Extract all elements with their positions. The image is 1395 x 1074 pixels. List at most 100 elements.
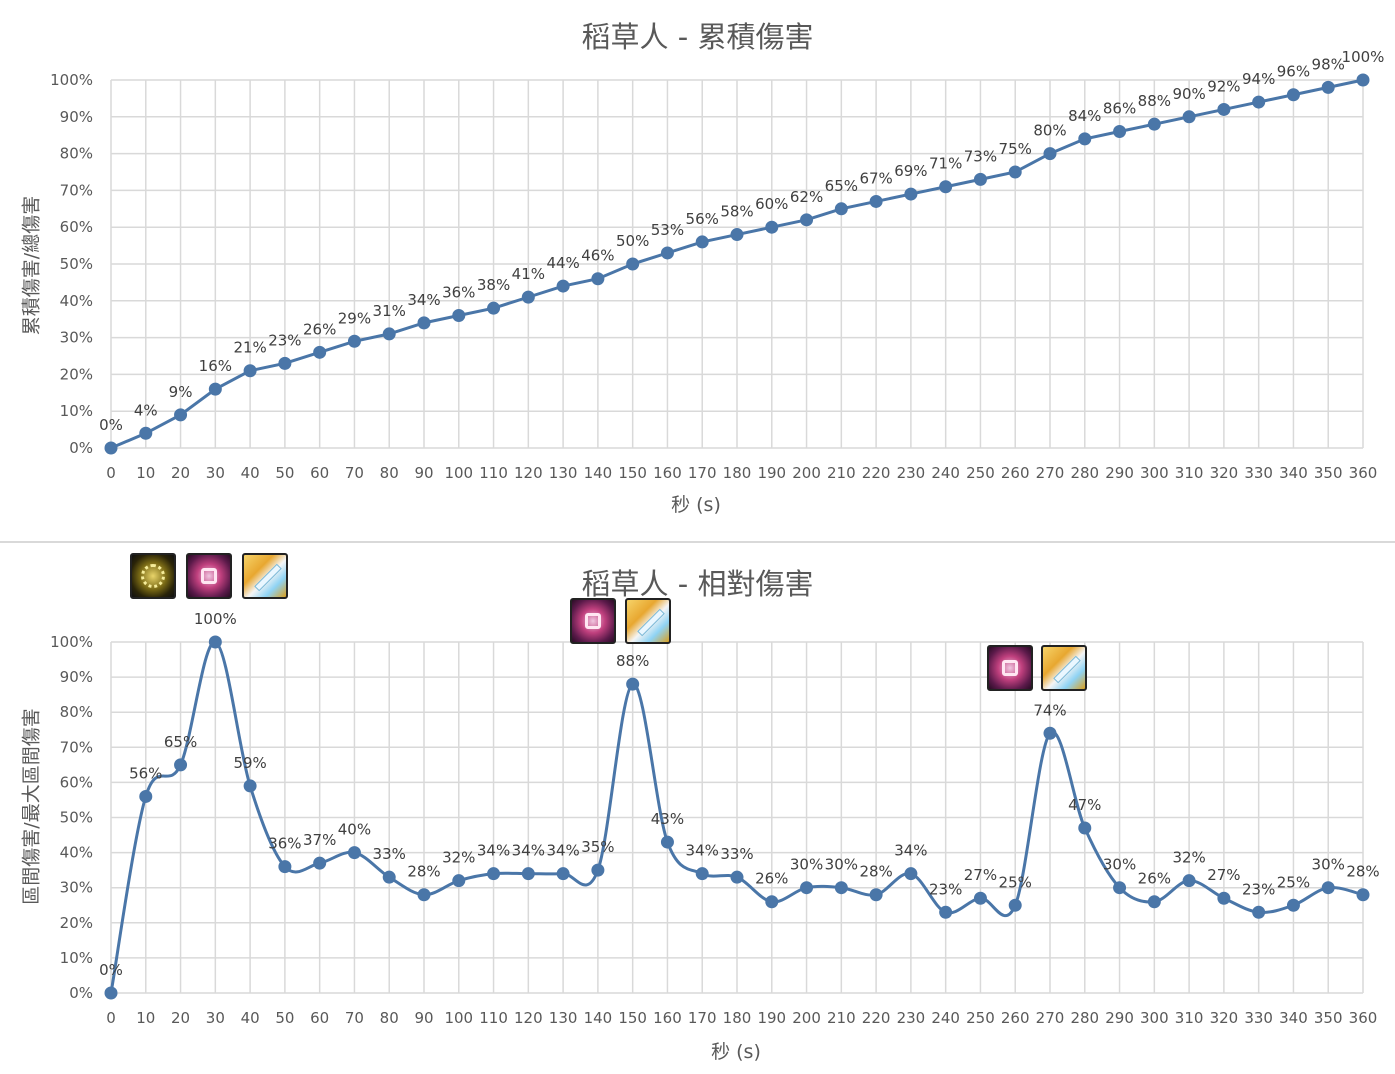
data-point bbox=[174, 408, 188, 422]
x-tick-label: 210 bbox=[827, 464, 856, 482]
data-label: 43% bbox=[651, 810, 684, 828]
data-label: 53% bbox=[651, 221, 684, 239]
y-tick-label: 40% bbox=[60, 292, 93, 310]
x-tick-label: 360 bbox=[1349, 1009, 1378, 1027]
x-tick-label: 350 bbox=[1314, 1009, 1343, 1027]
data-label: 74% bbox=[1033, 701, 1066, 719]
data-label: 25% bbox=[999, 873, 1032, 891]
data-label: 36% bbox=[442, 284, 475, 302]
x-tick-label: 120 bbox=[514, 464, 543, 482]
data-point bbox=[1252, 95, 1266, 109]
pink-skill-icon bbox=[186, 553, 232, 599]
x-tick-label: 330 bbox=[1244, 464, 1273, 482]
data-label: 44% bbox=[546, 254, 579, 272]
data-label: 94% bbox=[1242, 70, 1275, 88]
y-tick-label: 0% bbox=[69, 984, 93, 1002]
x-tick-label: 240 bbox=[931, 464, 960, 482]
data-label: 25% bbox=[1277, 873, 1310, 891]
data-label: 30% bbox=[1312, 856, 1345, 874]
data-label: 41% bbox=[512, 265, 545, 283]
data-point bbox=[1182, 110, 1196, 124]
x-tick-label: 130 bbox=[549, 1009, 578, 1027]
data-point bbox=[904, 867, 918, 881]
chart-title: 稻草人 - 累積傷害 bbox=[581, 20, 814, 54]
data-point bbox=[347, 334, 361, 348]
data-label: 56% bbox=[129, 764, 162, 782]
y-tick-label: 20% bbox=[60, 914, 93, 932]
y-tick-label: 0% bbox=[69, 439, 93, 457]
data-point bbox=[1078, 821, 1092, 835]
data-label: 23% bbox=[1242, 880, 1275, 898]
data-label: 34% bbox=[686, 842, 719, 860]
data-point bbox=[452, 874, 466, 888]
data-point bbox=[1217, 102, 1231, 116]
y-tick-label: 80% bbox=[60, 703, 93, 721]
data-label: 34% bbox=[894, 842, 927, 860]
x-tick-label: 140 bbox=[584, 464, 613, 482]
y-tick-label: 30% bbox=[60, 329, 93, 347]
data-label: 73% bbox=[964, 147, 997, 165]
data-label: 34% bbox=[407, 291, 440, 309]
x-tick-label: 10 bbox=[136, 1009, 155, 1027]
y-tick-label: 70% bbox=[60, 181, 93, 199]
data-point bbox=[208, 382, 222, 396]
y-tick-label: 60% bbox=[60, 218, 93, 236]
data-label: 33% bbox=[373, 845, 406, 863]
pink-skill-icon bbox=[987, 645, 1033, 691]
data-label: 46% bbox=[581, 247, 614, 265]
x-tick-label: 230 bbox=[897, 1009, 926, 1027]
data-point bbox=[417, 316, 431, 330]
data-point bbox=[1252, 905, 1266, 919]
data-label: 69% bbox=[894, 162, 927, 180]
x-tick-label: 10 bbox=[136, 464, 155, 482]
data-label: 30% bbox=[1103, 856, 1136, 874]
data-point bbox=[556, 867, 570, 881]
data-label: 96% bbox=[1277, 63, 1310, 81]
y-tick-label: 80% bbox=[60, 145, 93, 163]
y-tick-label: 90% bbox=[60, 668, 93, 686]
data-point bbox=[1043, 147, 1057, 161]
x-tick-label: 300 bbox=[1140, 464, 1169, 482]
x-tick-label: 50 bbox=[275, 1009, 294, 1027]
data-point bbox=[139, 426, 153, 440]
x-tick-label: 310 bbox=[1175, 464, 1204, 482]
x-tick-label: 60 bbox=[310, 1009, 329, 1027]
sword-skill-icon bbox=[242, 553, 288, 599]
data-point bbox=[1078, 132, 1092, 146]
x-tick-label: 140 bbox=[584, 1009, 613, 1027]
data-point bbox=[800, 213, 814, 227]
data-label: 65% bbox=[164, 733, 197, 751]
data-label: 27% bbox=[964, 866, 997, 884]
data-label: 34% bbox=[512, 842, 545, 860]
x-tick-label: 180 bbox=[723, 464, 752, 482]
data-point bbox=[1147, 117, 1161, 131]
x-tick-label: 0 bbox=[106, 1009, 116, 1027]
data-label: 16% bbox=[199, 357, 232, 375]
y-tick-label: 50% bbox=[60, 809, 93, 827]
data-label: 29% bbox=[338, 309, 371, 327]
x-tick-label: 100 bbox=[444, 464, 473, 482]
data-label: 65% bbox=[825, 177, 858, 195]
data-label: 21% bbox=[233, 339, 266, 357]
x-tick-label: 150 bbox=[618, 1009, 647, 1027]
data-label: 26% bbox=[1138, 870, 1171, 888]
data-label: 100% bbox=[1342, 48, 1385, 66]
data-label: 26% bbox=[303, 320, 336, 338]
data-label: 0% bbox=[99, 961, 123, 979]
relative-plot-area: 0% 10% 20% 30% 40% 50% 60% 70% 80% 90% 100% 0 10 20 30… bbox=[50, 610, 1380, 1027]
y-tick-label: 70% bbox=[60, 738, 93, 756]
data-point bbox=[487, 867, 501, 881]
x-tick-label: 350 bbox=[1314, 464, 1343, 482]
x-tick-label: 280 bbox=[1070, 464, 1099, 482]
data-point bbox=[834, 881, 848, 895]
data-label: 86% bbox=[1103, 100, 1136, 118]
gold-skill-icon bbox=[130, 553, 176, 599]
data-point bbox=[765, 220, 779, 234]
data-point bbox=[382, 870, 396, 884]
data-point bbox=[800, 881, 814, 895]
x-tick-label: 230 bbox=[897, 464, 926, 482]
x-tick-label: 260 bbox=[1001, 1009, 1030, 1027]
data-point bbox=[104, 441, 118, 455]
x-tick-label: 110 bbox=[479, 464, 508, 482]
data-point bbox=[1113, 881, 1127, 895]
